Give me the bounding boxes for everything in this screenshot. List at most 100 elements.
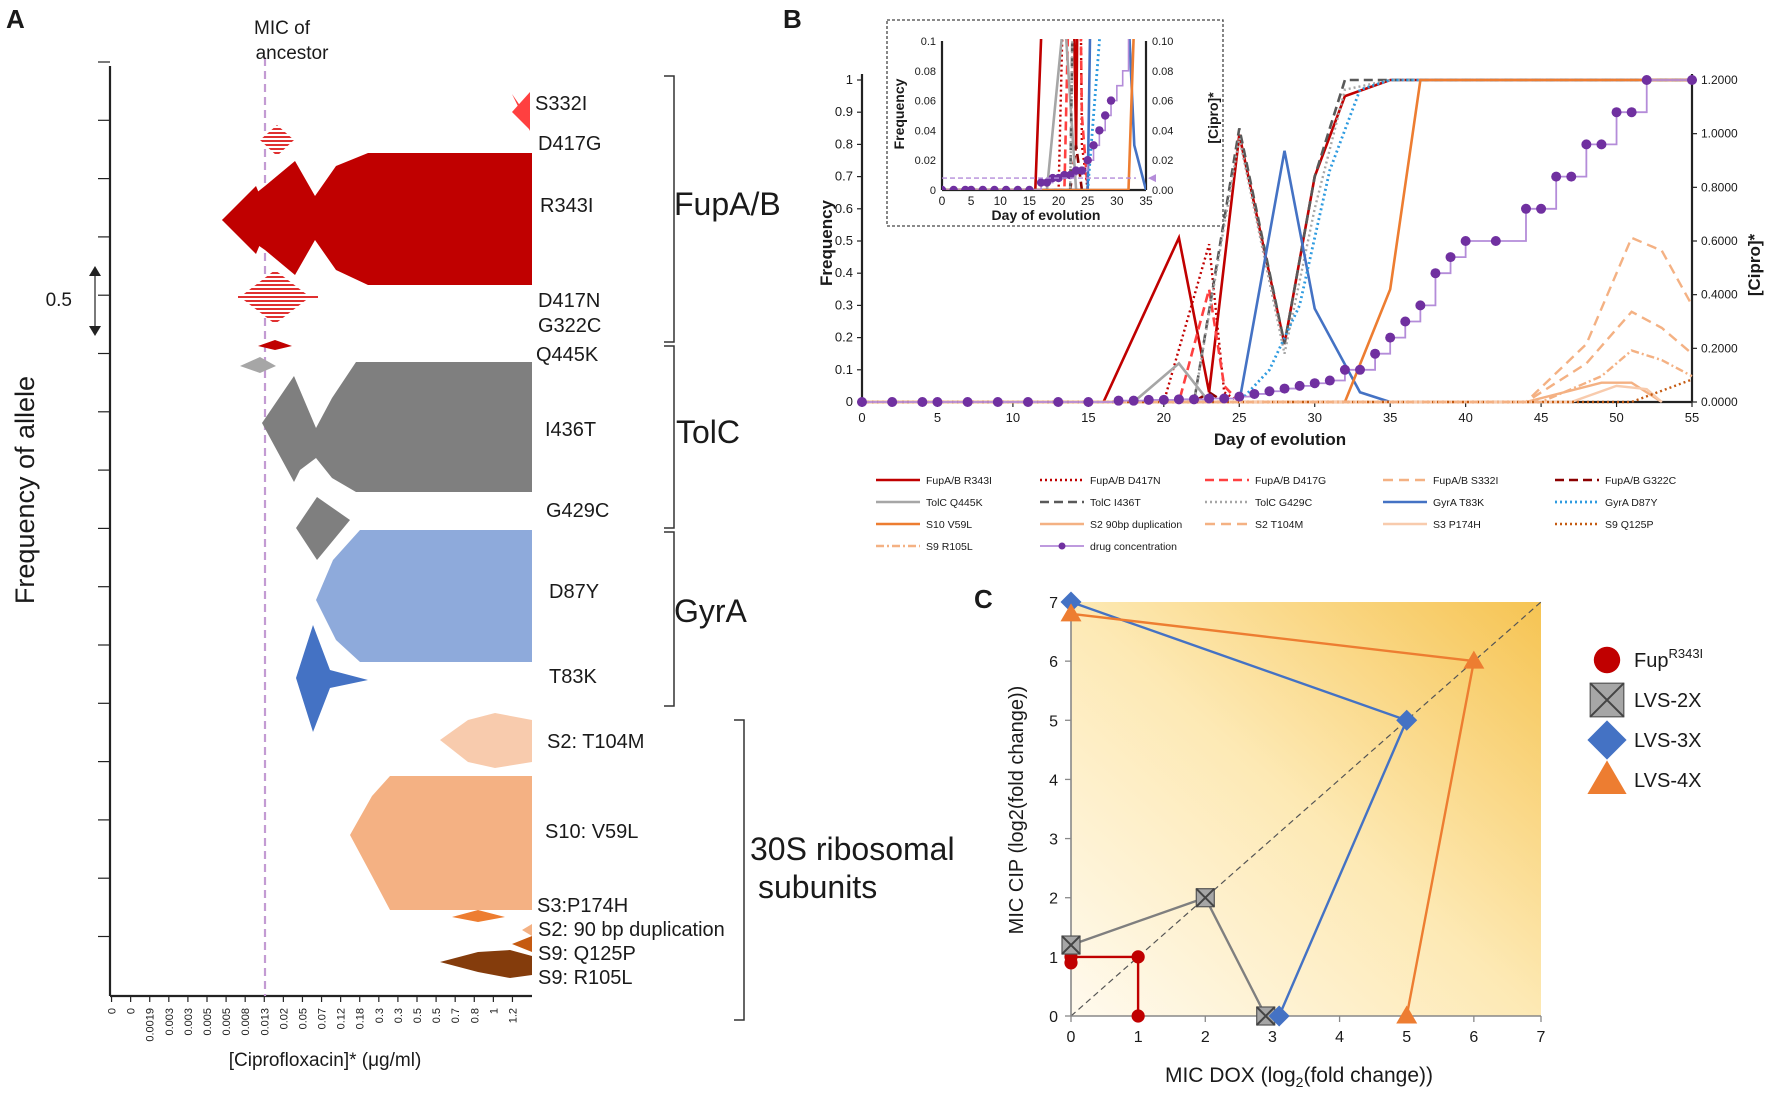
- allele-label: G429C: [546, 500, 609, 522]
- panel-a-x-tick-label: 0.003: [164, 1008, 176, 1036]
- allele-shape-s3-p174h: [452, 910, 505, 922]
- inset-y2-tick-label: 0.08: [1152, 66, 1173, 78]
- drug-concentration-point: [857, 397, 867, 407]
- panel-b-label: B: [783, 4, 802, 34]
- panel-c-point: [1463, 650, 1485, 669]
- series-line: [862, 361, 1211, 404]
- panel-a-x-tick-label: 0.3: [374, 1008, 386, 1023]
- panel-b-y-tick-label: 0.5: [835, 233, 853, 248]
- legend-label: TolC I436T: [1090, 497, 1141, 509]
- panel-a-x-tick-label: 0.5: [431, 1008, 443, 1023]
- drug-concentration-point: [1279, 383, 1290, 394]
- drug-concentration-point: [962, 397, 973, 407]
- allele-label: S9: Q125P: [538, 943, 636, 965]
- drug-concentration-point: [1596, 139, 1607, 150]
- panel-c-point-cross: [1195, 888, 1215, 908]
- panel-a-x-tick-label: 0.013: [259, 1008, 271, 1036]
- panel-c-y-tick-label: 0: [1049, 1009, 1058, 1026]
- panel-c-x-tick-label: 1: [1134, 1029, 1143, 1046]
- panel-c-x-label: MIC DOX (log2(fold change)): [1165, 1064, 1433, 1090]
- panel-c-point-cross: [1061, 935, 1081, 955]
- inset-series: [942, 39, 1146, 190]
- allele-shape-d87y: [316, 530, 532, 662]
- allele-shape-s9-r105l: [440, 950, 532, 978]
- drug-concentration-point: [1249, 388, 1260, 399]
- inset-y-tick-label: 0.04: [915, 125, 936, 137]
- panel-c-point: [1396, 1005, 1418, 1024]
- group-label-tolc: TolC: [676, 414, 740, 450]
- panel-c-series: [1060, 591, 1485, 1027]
- inset-drug-point: [1066, 170, 1075, 180]
- panel-c-x-tick-label: 0: [1067, 1029, 1076, 1046]
- panel-b-y2-tick-label: 0.0000: [1701, 395, 1738, 409]
- allele-label: S3:P174H: [537, 895, 628, 917]
- inset-drug-point: [1089, 141, 1098, 150]
- legend-label: S2 90bp duplication: [1090, 519, 1182, 531]
- panel-c-legend-marker: [1587, 720, 1627, 760]
- allele-shape-r343i-left: [222, 186, 270, 254]
- drug-concentration-point: [1355, 364, 1365, 375]
- bracket-30s: [734, 719, 745, 1021]
- allele-label: S9: R105L: [538, 967, 633, 989]
- allele-shape-g429c: [296, 497, 350, 560]
- allele-label: S2: 90 bp duplication: [538, 919, 725, 941]
- panel-c-point: [1268, 1005, 1290, 1027]
- drug-concentration-point: [1053, 397, 1064, 407]
- inset-x-tick-label: 20: [1052, 194, 1066, 208]
- panel-a-x-tick-label: 0.02: [278, 1008, 290, 1029]
- inset-drug-point: [949, 185, 958, 190]
- panel-b-x-label: Day of evolution: [1214, 430, 1346, 449]
- drug-concentration-point: [1536, 203, 1547, 214]
- drug-concentration-point: [1490, 236, 1501, 246]
- panel-c-x-label-main: MIC DOX (log: [1165, 1064, 1296, 1087]
- legend-label: FupA/B R343I: [926, 475, 992, 487]
- inset-y-tick-label: 0.06: [915, 96, 936, 108]
- inset-x-tick-label: 25: [1081, 194, 1095, 208]
- inset-x-tick-label: 35: [1139, 194, 1153, 208]
- inset-drug-point: [1060, 170, 1069, 180]
- inset-x-label: Day of evolution: [992, 207, 1101, 223]
- drug-concentration-point: [1521, 203, 1531, 214]
- legend-label: GyrA D87Y: [1605, 497, 1658, 509]
- inset-drug-point: [1106, 96, 1116, 105]
- panel-b-drug-concentration: [857, 75, 1697, 407]
- mic-ancestor-label-line-2: ancestor: [256, 43, 330, 64]
- panel-a-y-ticks: [98, 61, 110, 938]
- allele-shape-s9-q125p: [512, 936, 532, 952]
- inset-drug-point: [1042, 178, 1052, 187]
- panel-c-legend-label: LVS-4X: [1634, 770, 1701, 792]
- panel-a-x-tick-label: 1.2: [507, 1008, 519, 1023]
- panel-c-y-tick-label: 5: [1049, 713, 1058, 730]
- drug-concentration-point: [1581, 139, 1592, 150]
- panel-c-point-cross: [1256, 1006, 1276, 1026]
- inset-x-tick-label: 0: [939, 194, 946, 208]
- panel-c-y-tick-label: 1: [1049, 950, 1058, 967]
- panel-b: B 0 5 10 15 20 25 30 35 40 45 50 5500.10.20.30.40.5…: [783, 4, 1764, 553]
- series-line: [862, 243, 1240, 404]
- inset-x-tick-label: 30: [1110, 194, 1124, 208]
- mic-ancestor-label-line-1: MIC of: [254, 18, 311, 39]
- panel-b-x-tick-label: 30: [1307, 410, 1321, 425]
- group-label-30s-line2: subunits: [758, 869, 877, 905]
- allele-shape-r343i: [222, 153, 532, 285]
- drug-concentration-point: [1294, 380, 1305, 391]
- drug-concentration-point: [1189, 394, 1199, 405]
- drug-concentration-point: [1143, 394, 1154, 405]
- drug-concentration-point: [1219, 393, 1230, 404]
- drug-concentration-point: [1264, 386, 1275, 397]
- legend-marker: [1058, 542, 1066, 550]
- group-label-30s-line1: 30S ribosomal: [750, 831, 955, 867]
- panel-c-label: C: [974, 584, 993, 614]
- panel-b-y-tick-label: 0.1: [835, 362, 853, 377]
- panel-b-y2-tick-label: 0.2000: [1701, 341, 1738, 355]
- panel-c-y-label: MIC CIP (log2(fold change)): [1006, 686, 1028, 935]
- panel-c-y-tick-label: 7: [1049, 595, 1058, 612]
- panel-c-point: [1396, 709, 1418, 731]
- panel-a-x-tick-label: 0.008: [240, 1008, 252, 1036]
- panel-c-x-label-rest: (fold change)): [1303, 1064, 1433, 1087]
- panel-a-x-tick-label: 0.003: [183, 1008, 195, 1036]
- drug-concentration-point: [917, 397, 928, 407]
- allele-label: I436T: [545, 419, 596, 441]
- legend-label: FupA/B D417G: [1255, 475, 1326, 487]
- inset-x-tick-label: 10: [994, 194, 1008, 208]
